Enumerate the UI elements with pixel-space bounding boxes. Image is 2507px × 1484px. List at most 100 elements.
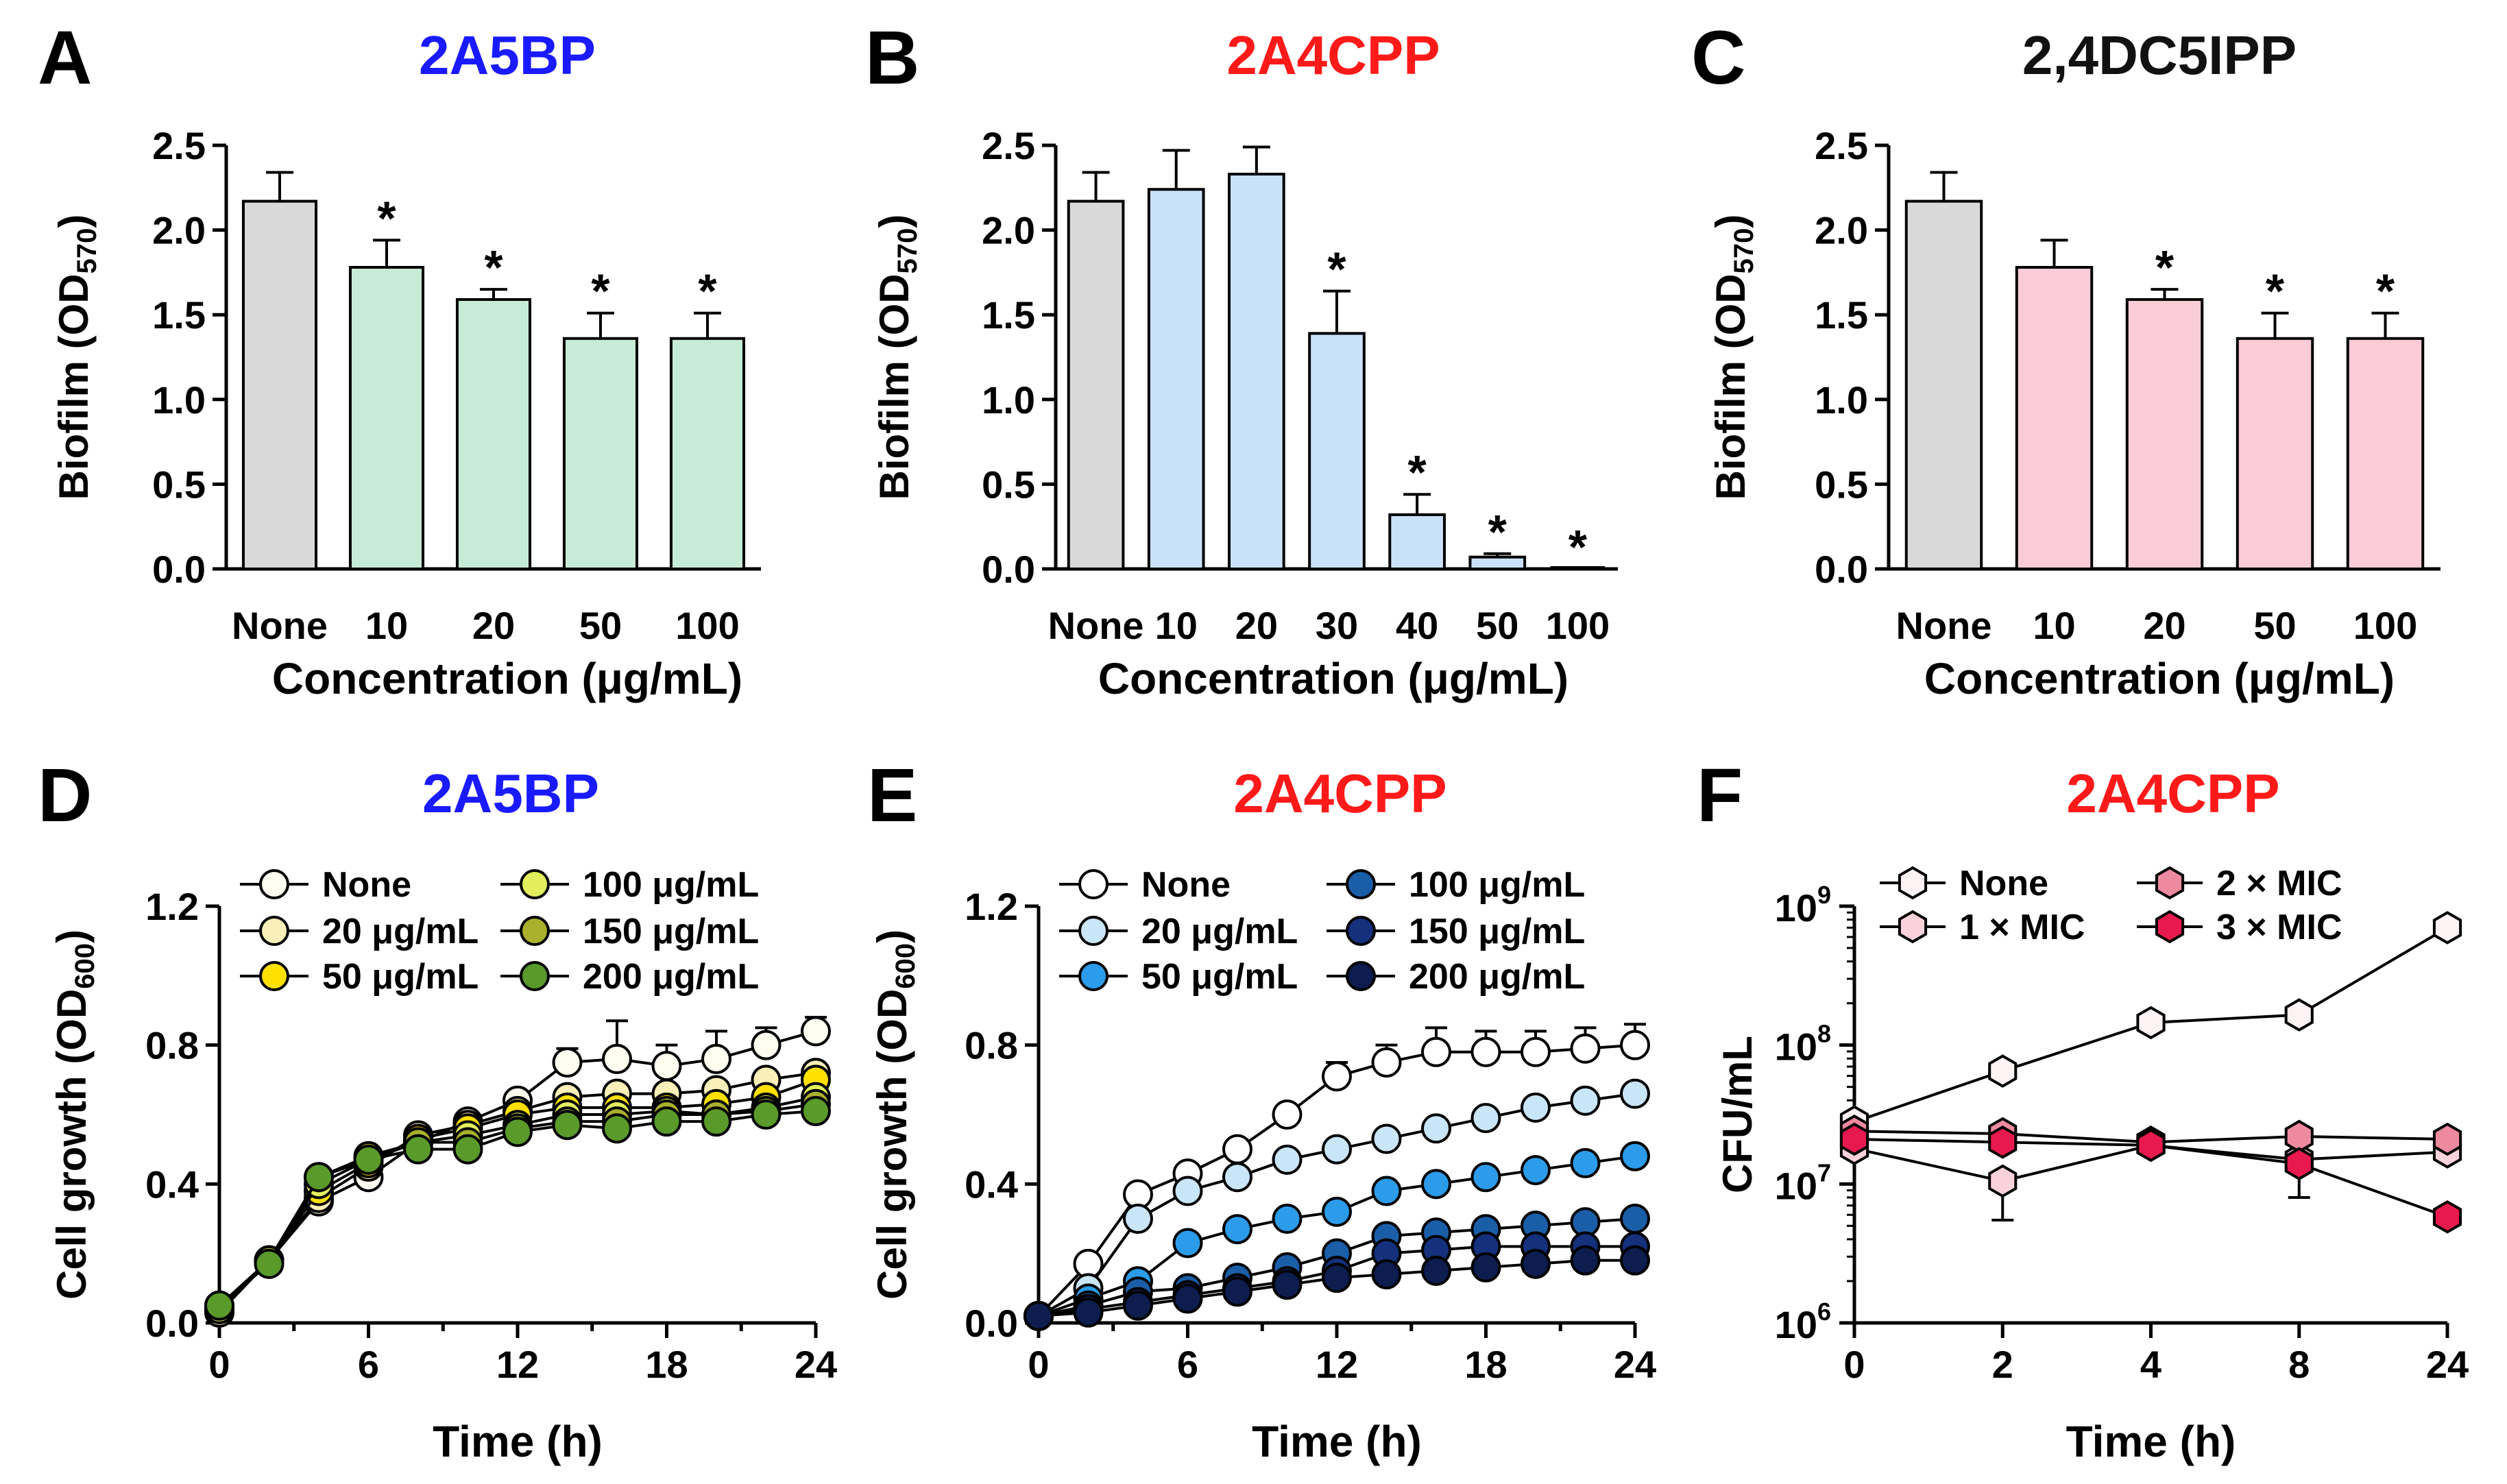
data-point bbox=[1172, 1176, 1203, 1206]
legend-marker bbox=[1898, 910, 1928, 944]
legend-label: 50 μg/mL bbox=[322, 957, 479, 997]
y-tick-exponent: 8 bbox=[1817, 1020, 1831, 1048]
chart-title: 2A4CPP bbox=[1233, 763, 1446, 824]
data-point bbox=[751, 1030, 782, 1060]
significance-marker: * bbox=[591, 265, 610, 318]
legend-entry: 200 μg/mL bbox=[500, 957, 759, 997]
bar bbox=[1147, 188, 1205, 571]
significance-marker: * bbox=[377, 191, 396, 245]
y-label-end: ) bbox=[51, 215, 97, 228]
y-tick-base: 10 bbox=[1775, 886, 1817, 929]
legend-entry: 100 μg/mL bbox=[1327, 865, 1585, 905]
panel-letter: A bbox=[38, 16, 92, 100]
y-label-main: Biofilm (OD bbox=[871, 273, 917, 500]
series-1 bbox=[204, 1058, 831, 1328]
data-point bbox=[1371, 1123, 1402, 1154]
panel-A: A 2A5BP 0.0 0.5 1.0 1.5 2.0 2.5 None * 10 * 20 * 50 * 10… bbox=[38, 16, 761, 703]
data-point bbox=[1620, 1245, 1650, 1276]
series-3 bbox=[1839, 1122, 2462, 1234]
y-label-end: ) bbox=[871, 215, 917, 228]
data-point bbox=[801, 1095, 831, 1126]
data-point bbox=[2432, 1122, 2462, 1156]
x-tick-label: 20 bbox=[472, 604, 515, 647]
data-point bbox=[602, 1043, 632, 1074]
y-tick-label: 108 bbox=[1775, 1020, 1831, 1069]
data-point bbox=[1521, 1092, 1551, 1123]
data-point bbox=[2284, 1119, 2314, 1154]
bar bbox=[1904, 199, 1983, 570]
y-tick-label: 0.0 bbox=[152, 548, 206, 591]
x-tick-label: 10 bbox=[365, 604, 408, 647]
data-point bbox=[1123, 1290, 1153, 1321]
y-axis-label-text: Biofilm (OD570) bbox=[51, 215, 102, 500]
x-tick-label: 50 bbox=[1476, 604, 1518, 647]
legend-entry: None bbox=[240, 865, 411, 905]
data-point bbox=[701, 1043, 731, 1074]
x-axis-title: Concentration (μg/mL) bbox=[1924, 654, 2395, 703]
y-axis-label: Cell growth (OD600) bbox=[869, 929, 921, 1300]
data-point bbox=[1272, 1144, 1303, 1175]
bar bbox=[1067, 199, 1125, 570]
data-point bbox=[552, 1047, 583, 1078]
x-tick-label: 12 bbox=[496, 1343, 539, 1386]
y-tick-label: 2.5 bbox=[1815, 124, 1868, 167]
legend-label: 50 μg/mL bbox=[1141, 957, 1298, 997]
legend-label: 3 × MIC bbox=[2216, 908, 2342, 947]
data-point bbox=[1371, 1047, 1402, 1078]
y-label-subscript: 600 bbox=[70, 943, 100, 989]
x-axis-title: Time (h) bbox=[1252, 1417, 1422, 1466]
chart-title: 2,4DC5IPP bbox=[2022, 25, 2297, 86]
y-label-subscript: 570 bbox=[893, 228, 923, 274]
data-point bbox=[1988, 1164, 2018, 1198]
data-point bbox=[651, 1051, 682, 1082]
x-tick-label: 50 bbox=[2253, 604, 2296, 647]
y-label-subscript: 600 bbox=[891, 943, 921, 989]
significance-marker: * bbox=[1569, 520, 1588, 574]
y-axis-label: Cell growth (OD600) bbox=[49, 929, 100, 1300]
significance-marker: * bbox=[2155, 241, 2175, 294]
x-axis-title: Concentration (μg/mL) bbox=[1098, 654, 1569, 703]
legend-marker bbox=[520, 916, 550, 946]
y-tick-label: 0.0 bbox=[982, 548, 1035, 591]
y-tick-base: 10 bbox=[1775, 1164, 1817, 1207]
legend-marker bbox=[1078, 869, 1109, 899]
y-tick-label: 2.0 bbox=[982, 209, 1035, 252]
data-point bbox=[2136, 1006, 2166, 1040]
data-point bbox=[1371, 1259, 1402, 1290]
data-point bbox=[353, 1144, 384, 1175]
series-0 bbox=[204, 1016, 831, 1328]
x-tick-label: 50 bbox=[579, 604, 622, 647]
panel-B: B 2A4CPP 0.0 0.5 1.0 1.5 2.0 2.5 None 10 20 * 30 * 40 *… bbox=[865, 16, 1618, 703]
chart-title: 2A4CPP bbox=[2066, 763, 2279, 824]
y-axis-label: Biofilm (OD570) bbox=[1708, 215, 1759, 500]
y-tick-base: 10 bbox=[1775, 1025, 1817, 1069]
legend-entry: 50 μg/mL bbox=[240, 957, 479, 997]
panel-E: E 2A4CPP 0.0 0.4 0.8 1.2 0 6 12 18 24 Time (h) Cell … bbox=[867, 753, 1656, 1466]
y-axis-label-text: Cell growth (OD600) bbox=[49, 929, 100, 1300]
data-point bbox=[1470, 1252, 1501, 1282]
significance-marker: * bbox=[484, 241, 503, 294]
panel-letter: E bbox=[867, 753, 917, 838]
x-tick-label: 6 bbox=[358, 1343, 379, 1386]
data-point bbox=[751, 1099, 782, 1130]
y-label-main: Cell growth (OD bbox=[49, 989, 95, 1300]
legend-entry: 1 × MIC bbox=[1880, 908, 2085, 947]
y-axis-label-text: Biofilm (OD570) bbox=[1708, 215, 1759, 500]
x-tick-label: 40 bbox=[1396, 604, 1438, 647]
data-point bbox=[452, 1134, 483, 1165]
series-2 bbox=[204, 1065, 831, 1324]
y-tick-exponent: 9 bbox=[1817, 881, 1831, 909]
data-point bbox=[1521, 1036, 1551, 1067]
data-point bbox=[1570, 1085, 1601, 1116]
legend-marker bbox=[520, 961, 550, 991]
y-tick-label: 1.5 bbox=[1815, 293, 1868, 337]
legend-marker bbox=[2155, 910, 2185, 944]
legend-entry: 20 μg/mL bbox=[240, 912, 479, 951]
data-point bbox=[1322, 1263, 1352, 1293]
x-tick-label: 18 bbox=[1464, 1343, 1507, 1386]
data-point bbox=[602, 1113, 632, 1144]
y-tick-label: 0.4 bbox=[965, 1163, 1018, 1206]
data-point bbox=[552, 1110, 583, 1141]
panel-D: D 2A5BP 0.0 0.4 0.8 1.2 0 6 12 18 24 Time (h) Cell g… bbox=[38, 753, 837, 1466]
x-tick-label: 100 bbox=[2353, 604, 2417, 647]
